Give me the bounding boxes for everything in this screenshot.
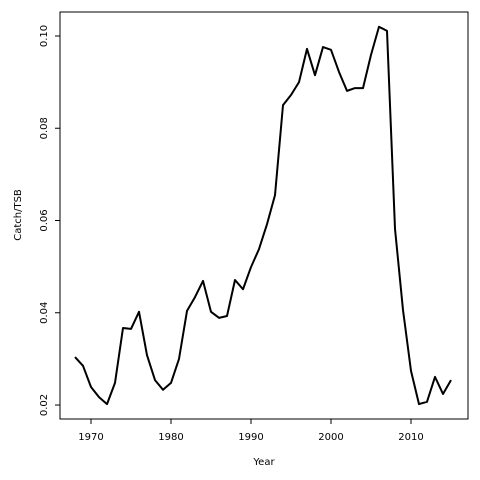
x-tick-label: 1970 — [78, 432, 103, 443]
y-tick-label: 0.04 — [39, 302, 50, 324]
y-tick-label: 0.02 — [39, 394, 50, 416]
x-tick-label: 2010 — [398, 432, 423, 443]
x-axis-label: Year — [252, 457, 275, 468]
data-line — [74, 25, 452, 406]
y-tick-label: 0.10 — [39, 25, 50, 47]
y-axis-label: Catch/TSB — [13, 189, 24, 241]
y-tick-label: 0.08 — [39, 117, 50, 139]
x-tick-label: 1990 — [238, 432, 263, 443]
x-tick-label: 2000 — [318, 432, 343, 443]
x-tick-label: 1980 — [158, 432, 183, 443]
plot-frame — [59, 11, 469, 420]
y-tick-label: 0.06 — [39, 209, 50, 231]
